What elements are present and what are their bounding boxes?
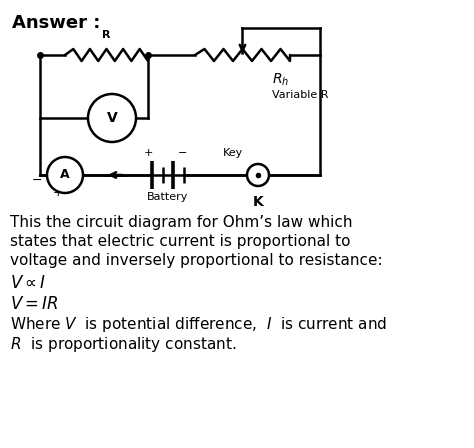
Circle shape [47, 157, 83, 193]
Text: Battery: Battery [147, 192, 189, 202]
Circle shape [88, 94, 136, 142]
Circle shape [247, 164, 269, 186]
Text: This the circuit diagram for Ohm’s law which: This the circuit diagram for Ohm’s law w… [10, 215, 353, 230]
Text: K: K [253, 195, 264, 209]
Text: $R_h$: $R_h$ [272, 72, 289, 88]
Text: voltage and inversely proportional to resistance:: voltage and inversely proportional to re… [10, 253, 383, 268]
Text: $V \propto I$: $V \propto I$ [10, 274, 46, 292]
Text: −: − [178, 148, 188, 158]
Text: $V = IR$: $V = IR$ [10, 295, 59, 313]
Text: Where $V$  is potential difference,  $I$  is current and: Where $V$ is potential difference, $I$ i… [10, 315, 387, 334]
Text: Variable R: Variable R [272, 90, 328, 100]
Text: −: − [32, 173, 42, 186]
Text: Answer :: Answer : [12, 14, 100, 32]
Text: +: + [53, 185, 64, 198]
Text: Key: Key [223, 148, 243, 158]
Text: $R$  is proportionality constant.: $R$ is proportionality constant. [10, 335, 237, 354]
Text: R: R [102, 30, 110, 40]
Text: +: + [143, 148, 153, 158]
Text: states that electric current is proportional to: states that electric current is proporti… [10, 234, 350, 249]
Text: V: V [107, 111, 118, 125]
Text: A: A [60, 168, 70, 181]
